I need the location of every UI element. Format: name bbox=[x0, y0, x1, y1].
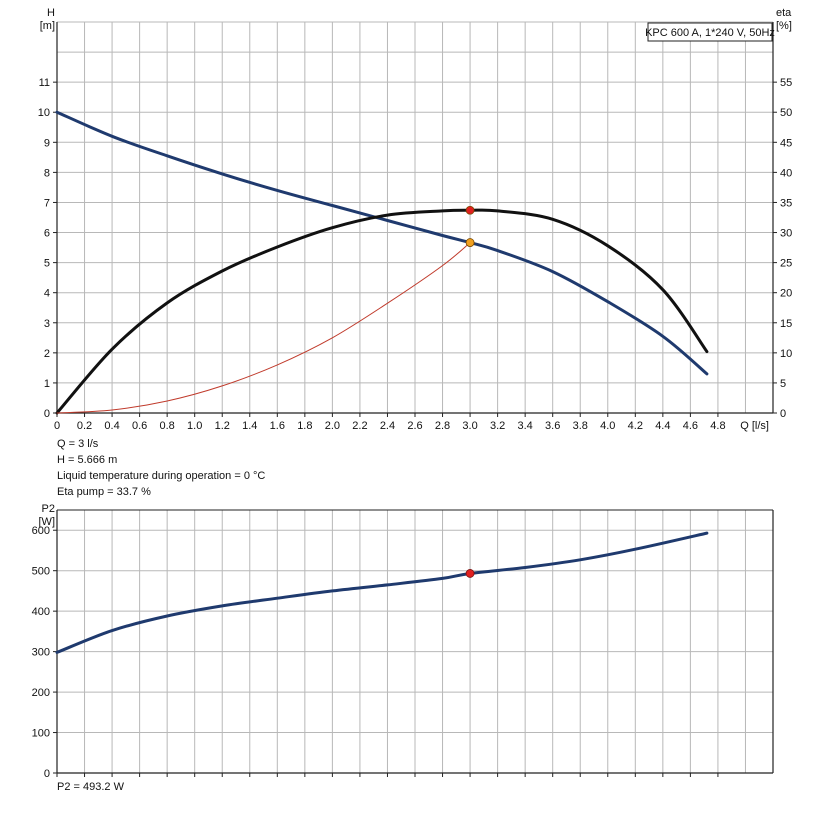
q-axis-tick-label: 1.8 bbox=[297, 420, 312, 432]
q-axis-tick-label: 0.4 bbox=[104, 420, 119, 432]
q-axis-tick-label: 4.2 bbox=[628, 420, 643, 432]
eta-axis-unit: [%] bbox=[776, 20, 792, 32]
q-axis-tick-label: 2.6 bbox=[407, 420, 422, 432]
p2-axis-label: P2 bbox=[42, 503, 55, 515]
h-axis-tick-label: 6 bbox=[44, 228, 50, 240]
eta-axis-tick-label: 45 bbox=[780, 137, 792, 149]
readout-flow: Q = 3 l/s bbox=[57, 438, 99, 450]
q-axis-tick-label: 0.8 bbox=[160, 420, 175, 432]
h-axis-tick-label: 8 bbox=[44, 167, 50, 179]
readout-head: H = 5.666 m bbox=[57, 454, 118, 466]
system-curve bbox=[56, 242, 471, 414]
p2-axis-unit: [W] bbox=[39, 516, 56, 528]
head-curve bbox=[55, 110, 709, 376]
power-curve bbox=[55, 531, 709, 654]
h-axis-tick-label: 0 bbox=[44, 408, 50, 420]
h-axis-tick-label: 5 bbox=[44, 258, 50, 270]
q-axis-tick-label: 1.4 bbox=[242, 420, 257, 432]
chart-title-box bbox=[647, 22, 773, 42]
duty-point-marker bbox=[465, 238, 475, 247]
eta-axis-tick-label: 20 bbox=[780, 288, 792, 300]
eta-axis-tick-label: 15 bbox=[780, 318, 792, 330]
q-axis-label: Q [l/s] bbox=[740, 420, 769, 432]
q-axis-tick-label: 4.0 bbox=[600, 420, 615, 432]
eta-axis-tick-label: 10 bbox=[780, 348, 792, 360]
readout-p2: P2 = 493.2 W bbox=[57, 781, 124, 793]
q-axis-tick-label: 3.6 bbox=[545, 420, 560, 432]
eta-axis-tick-label: 0 bbox=[780, 408, 786, 420]
q-axis-tick-label: 4.4 bbox=[655, 420, 670, 432]
h-axis-unit: [m] bbox=[40, 20, 55, 32]
eta-axis-tick-label: 30 bbox=[780, 228, 792, 240]
p2-axis-tick-label: 500 bbox=[32, 566, 50, 578]
p2-axis-tick-label: 300 bbox=[32, 647, 50, 659]
readout-eta-pump: Eta pump = 33.7 % bbox=[57, 486, 151, 498]
power-point-marker bbox=[465, 569, 475, 578]
eta-curve bbox=[55, 208, 709, 415]
chart-title: KPC 600 A, 1*240 V, 50Hz bbox=[645, 27, 775, 39]
p2-axis-tick-label: 0 bbox=[44, 768, 50, 780]
h-axis-tick-label: 10 bbox=[38, 107, 50, 119]
p2-axis-tick-label: 400 bbox=[32, 606, 50, 618]
q-axis-tick-label: 1.6 bbox=[270, 420, 285, 432]
q-axis-tick-label: 0.6 bbox=[132, 420, 147, 432]
q-axis-tick-label: 3.4 bbox=[518, 420, 533, 432]
h-axis-tick-label: 7 bbox=[44, 197, 50, 209]
eta-axis-tick-label: 5 bbox=[780, 378, 786, 390]
q-axis-tick-label: 1.0 bbox=[187, 420, 202, 432]
eta-axis-tick-label: 50 bbox=[780, 107, 792, 119]
q-axis-tick-label: 2.8 bbox=[435, 420, 450, 432]
eta-axis-label: eta bbox=[776, 7, 792, 19]
h-axis-label: H bbox=[47, 7, 55, 19]
q-axis-tick-label: 2.4 bbox=[380, 420, 395, 432]
h-axis-tick-label: 3 bbox=[44, 318, 50, 330]
eta-axis-tick-label: 25 bbox=[780, 258, 792, 270]
h-axis-tick-label: 9 bbox=[44, 137, 50, 149]
q-axis-tick-label: 3.2 bbox=[490, 420, 505, 432]
h-axis-tick-label: 1 bbox=[44, 378, 50, 390]
q-axis-tick-label: 0 bbox=[54, 420, 60, 432]
eta-axis-tick-label: 40 bbox=[780, 167, 792, 179]
h-axis-tick-label: 11 bbox=[39, 77, 50, 89]
eta-axis-tick-label: 35 bbox=[780, 197, 792, 209]
h-axis-tick-label: 2 bbox=[44, 348, 50, 360]
p2-axis-tick-label: 200 bbox=[32, 687, 50, 699]
q-axis-tick-label: 3.0 bbox=[462, 420, 477, 432]
q-axis-tick-label: 1.2 bbox=[215, 420, 230, 432]
q-axis-tick-label: 2.2 bbox=[352, 420, 367, 432]
q-axis-tick-label: 2.0 bbox=[325, 420, 340, 432]
eta-axis-tick-label: 55 bbox=[780, 77, 792, 89]
readout-liquid-temperature: Liquid temperature during operation = 0 … bbox=[57, 470, 266, 482]
eta-point-marker bbox=[465, 205, 475, 215]
q-axis-tick-label: 4.8 bbox=[710, 420, 725, 432]
q-axis-tick-label: 3.8 bbox=[573, 420, 588, 432]
p2-axis-tick-label: 100 bbox=[32, 728, 50, 740]
q-axis-tick-label: 4.6 bbox=[683, 420, 698, 432]
h-axis-tick-label: 4 bbox=[44, 288, 50, 300]
p2-axis-tick-label: 600 bbox=[32, 525, 50, 537]
q-axis-tick-label: 0.2 bbox=[77, 420, 92, 432]
